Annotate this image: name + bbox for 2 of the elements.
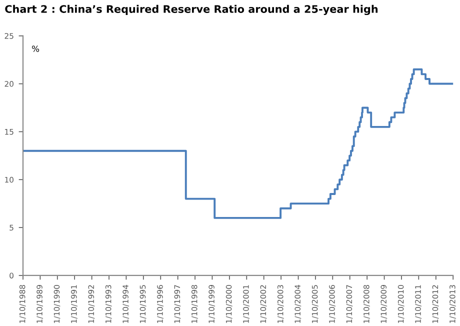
- chart-title: Chart 2 : China’s Required Reserve Ratio around a 25-year high: [5, 4, 378, 16]
- y-axis-title: %: [32, 46, 40, 52]
